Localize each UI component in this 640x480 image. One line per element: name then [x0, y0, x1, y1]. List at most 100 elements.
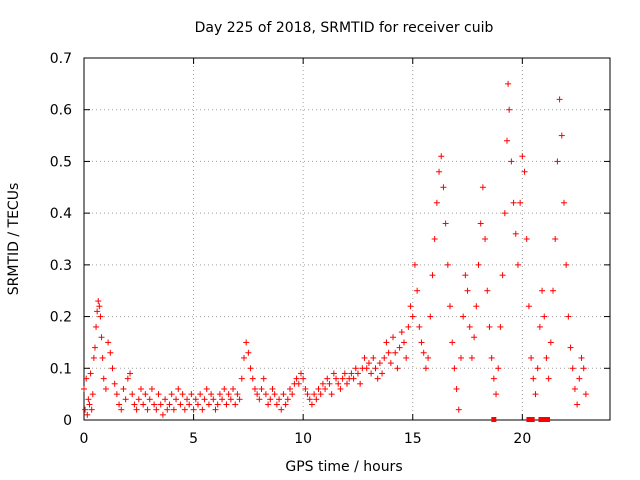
data-point: [284, 396, 291, 403]
data-point: [100, 375, 107, 382]
data-point: [133, 406, 140, 413]
data-point: [164, 406, 171, 413]
data-point: [306, 396, 313, 403]
data-point: [293, 375, 300, 382]
data-point: [390, 334, 397, 341]
data-point: [287, 385, 294, 392]
plot-frame: [83, 57, 611, 421]
data-point: [471, 334, 478, 341]
data-point: [179, 391, 186, 398]
data-point: [547, 339, 554, 346]
data-point: [499, 272, 506, 279]
data-point: [219, 396, 226, 403]
data-point: [530, 375, 537, 382]
data-point: [330, 370, 337, 377]
x-tick-label: 20: [513, 431, 531, 447]
data-point: [295, 380, 302, 387]
data-point: [254, 391, 261, 398]
data-point: [232, 401, 239, 408]
data-point: [429, 272, 436, 279]
data-point: [464, 287, 471, 294]
data-point: [438, 153, 445, 160]
axis-ticks: [83, 57, 610, 421]
data-point: [249, 375, 256, 382]
data-point: [177, 401, 184, 408]
data-point: [433, 199, 440, 206]
data-point: [341, 370, 348, 377]
data-point: [440, 184, 447, 191]
data-point: [508, 158, 515, 165]
data-point: [350, 375, 357, 382]
data-point: [337, 385, 344, 392]
data-point: [212, 406, 219, 413]
data-point: [582, 391, 589, 398]
data-point: [88, 406, 95, 413]
data-point: [427, 313, 434, 320]
data-point: [409, 313, 416, 320]
data-point: [550, 287, 557, 294]
data-point: [157, 401, 164, 408]
data-point: [455, 406, 462, 413]
data-point: [374, 375, 381, 382]
data-point: [385, 349, 392, 356]
data-point: [512, 230, 519, 237]
data-point: [569, 365, 576, 372]
data-point: [98, 334, 105, 341]
x-tick-label: 10: [294, 431, 312, 447]
tick-labels: 0 5 10 15 20 0 0.1 0.2 0.3 0.4 0.5 0.6 0.7: [50, 51, 532, 447]
data-point: [146, 396, 153, 403]
data-point: [155, 391, 162, 398]
y-tick-label: 0.5: [50, 154, 72, 170]
data-point: [208, 391, 215, 398]
data-point: [223, 401, 230, 408]
data-point: [554, 158, 561, 165]
data-point: [192, 396, 199, 403]
data-point: [120, 385, 127, 392]
data-point: [190, 406, 197, 413]
data-point: [262, 391, 269, 398]
data-point: [203, 385, 210, 392]
data-point: [405, 323, 412, 330]
data-point: [297, 370, 304, 377]
data-point: [352, 365, 359, 372]
data-point: [221, 385, 228, 392]
data-point: [311, 391, 318, 398]
data-point: [265, 401, 272, 408]
data-point: [403, 354, 410, 361]
data-point: [96, 303, 103, 310]
data-point: [525, 303, 532, 310]
data-point: [89, 391, 96, 398]
zero-marker: [526, 417, 532, 422]
data-point: [488, 354, 495, 361]
data-point: [392, 349, 399, 356]
data-point: [127, 370, 134, 377]
y-tick-label: 0.3: [50, 258, 72, 274]
data-point: [205, 401, 212, 408]
data-point: [315, 385, 322, 392]
data-point: [451, 365, 458, 372]
data-point: [503, 137, 510, 144]
data-point: [245, 349, 252, 356]
y-tick-label: 0.6: [50, 103, 72, 119]
data-point: [166, 401, 173, 408]
data-point: [326, 380, 333, 387]
data-point: [414, 287, 421, 294]
data-point: [431, 236, 438, 242]
data-point: [225, 391, 232, 398]
zero-marker: [529, 417, 535, 422]
data-point: [82, 406, 89, 413]
data-point: [552, 236, 559, 242]
data-point: [381, 354, 388, 361]
data-point: [260, 375, 267, 382]
zero-marker: [545, 417, 551, 422]
data-point: [85, 396, 92, 403]
y-tick-label: 0.7: [50, 51, 72, 67]
data-point: [541, 313, 548, 320]
zero-marker: [491, 417, 497, 422]
data-point: [302, 385, 309, 392]
data-point: [273, 401, 280, 408]
data-point: [188, 391, 195, 398]
y-tick-label: 0.2: [50, 310, 72, 326]
data-point: [497, 323, 504, 330]
data-point: [416, 323, 423, 330]
